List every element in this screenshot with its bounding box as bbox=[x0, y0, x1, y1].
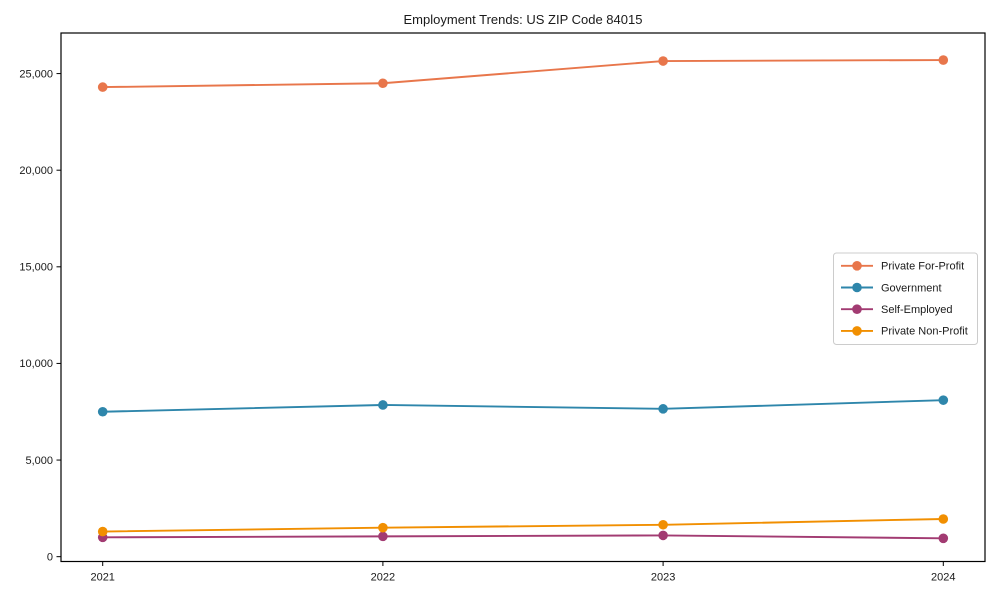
y-tick-label: 0 bbox=[47, 551, 53, 563]
x-tick-label: 2022 bbox=[371, 572, 395, 584]
legend-marker-self-employed bbox=[852, 304, 862, 315]
legend-label-private-non-profit: Private Non-Profit bbox=[881, 326, 968, 338]
y-tick-label: 20,000 bbox=[19, 165, 53, 177]
chart-title: Employment Trends: US ZIP Code 84015 bbox=[404, 12, 643, 27]
y-tick-label: 10,000 bbox=[19, 358, 53, 370]
series-line-government bbox=[102, 399, 944, 413]
y-tick-label: 15,000 bbox=[19, 262, 53, 274]
x-tick-label: 2024 bbox=[931, 572, 955, 584]
legend: Private For-Profit Government Self-Employe… bbox=[833, 252, 978, 345]
legend-box bbox=[833, 252, 978, 345]
data-point-government-2023 bbox=[658, 404, 668, 414]
y-tick-label: 25,000 bbox=[19, 68, 53, 80]
data-point-government-2022 bbox=[378, 400, 388, 410]
data-point-private-for-profit-2022 bbox=[378, 78, 388, 89]
data-point-private-non-profit-2023 bbox=[658, 519, 668, 530]
data-point-private-for-profit-2021 bbox=[97, 82, 108, 92]
data-point-private-non-profit-2024 bbox=[938, 514, 949, 524]
series-line-private-for-profit bbox=[102, 59, 944, 89]
x-tick-label: 2021 bbox=[90, 572, 114, 584]
data-point-private-for-profit-2024 bbox=[938, 55, 949, 65]
legend-label-self-employed: Self-Employed bbox=[881, 304, 953, 316]
legend-marker-government bbox=[852, 282, 862, 293]
x-tick-label: 2023 bbox=[651, 572, 675, 584]
plot-border bbox=[60, 32, 986, 563]
legend-label-government: Government bbox=[881, 282, 942, 294]
data-point-private-for-profit-2023 bbox=[658, 56, 668, 66]
series-line-self-employed bbox=[102, 534, 944, 540]
data-point-self-employed-2024 bbox=[938, 533, 949, 544]
legend-marker-private-non-profit bbox=[852, 326, 862, 336]
data-point-private-non-profit-2021 bbox=[97, 526, 108, 537]
data-point-self-employed-2022 bbox=[378, 531, 388, 542]
legend-label-private-for-profit: Private For-Profit bbox=[881, 261, 964, 273]
data-point-government-2021 bbox=[97, 406, 108, 417]
series-line-private-non-profit bbox=[102, 518, 944, 533]
data-point-government-2024 bbox=[938, 395, 949, 405]
data-point-private-non-profit-2022 bbox=[378, 522, 388, 533]
legend-marker-private-for-profit bbox=[852, 261, 862, 271]
axes: 0 5,000 10,000 15,000 20,000 25,000 2021 2022 20… bbox=[19, 32, 986, 584]
series-group bbox=[97, 55, 949, 544]
data-point-self-employed-2023 bbox=[658, 530, 668, 541]
y-tick-label: 5,000 bbox=[25, 455, 53, 467]
